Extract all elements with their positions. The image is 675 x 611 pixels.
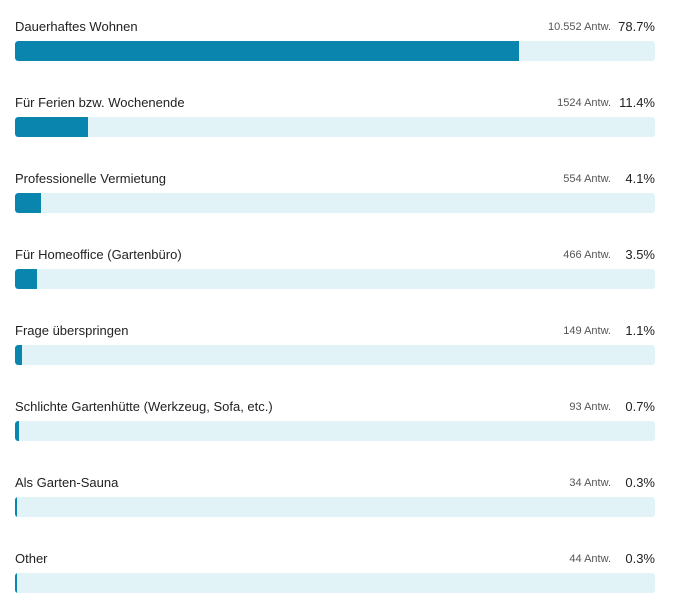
bar-fill bbox=[15, 193, 42, 213]
percent-label: 78.7% bbox=[618, 19, 655, 34]
percent-label: 0.7% bbox=[625, 399, 655, 414]
option-label: Professionelle Vermietung bbox=[15, 171, 167, 186]
percent-label: 3.5% bbox=[625, 247, 655, 262]
option-label: Für Ferien bzw. Wochenende bbox=[15, 95, 185, 110]
answer-count: 466 Antw. bbox=[563, 249, 611, 261]
bar-fill bbox=[15, 117, 88, 137]
option-label: Other bbox=[15, 551, 48, 566]
bar-track bbox=[15, 269, 655, 289]
answer-count: 93 Antw. bbox=[569, 401, 611, 413]
bar-track bbox=[15, 193, 655, 213]
bar-fill bbox=[15, 41, 519, 61]
result-row: Professionelle Vermietung 554 Antw. 4.1% bbox=[15, 162, 655, 222]
answer-count: 1524 Antw. bbox=[557, 97, 611, 109]
option-label: Frage überspringen bbox=[15, 323, 129, 338]
option-label: Als Garten-Sauna bbox=[15, 475, 119, 490]
percent-label: 1.1% bbox=[625, 323, 655, 338]
bar-track bbox=[15, 421, 655, 441]
result-row: Frage überspringen 149 Antw. 1.1% bbox=[15, 314, 655, 374]
result-row: Für Ferien bzw. Wochenende 1524 Antw. 11.4… bbox=[15, 86, 655, 146]
option-label: Schlichte Gartenhütte (Werkzeug, Sofa, e… bbox=[15, 399, 273, 414]
bar-track bbox=[15, 345, 655, 365]
answer-count: 44 Antw. bbox=[569, 553, 611, 565]
option-label: Für Homeoffice (Gartenbüro) bbox=[15, 247, 182, 262]
percent-label: 11.4% bbox=[619, 95, 655, 110]
bar-fill bbox=[15, 421, 20, 441]
result-row: Other 44 Antw. 0.3% bbox=[15, 542, 655, 602]
bar-fill bbox=[15, 497, 17, 517]
bar-track bbox=[15, 497, 655, 517]
answer-count: 554 Antw. bbox=[563, 173, 611, 185]
result-row: Für Homeoffice (Gartenbüro) 466 Antw. 3.5% bbox=[15, 238, 655, 298]
answer-count: 10.552 Antw. bbox=[548, 21, 611, 33]
percent-label: 4.1% bbox=[625, 171, 655, 186]
bar-fill bbox=[15, 573, 17, 593]
result-row: Schlichte Gartenhütte (Werkzeug, Sofa, e… bbox=[15, 390, 655, 450]
bar-track bbox=[15, 117, 655, 137]
bar-fill bbox=[15, 345, 23, 365]
answer-count: 34 Antw. bbox=[569, 477, 611, 489]
option-label: Dauerhaftes Wohnen bbox=[15, 19, 138, 34]
bar-fill bbox=[15, 269, 38, 289]
bar-track bbox=[15, 41, 655, 61]
percent-label: 0.3% bbox=[625, 551, 655, 566]
result-row: Dauerhaftes Wohnen 10.552 Antw. 78.7% bbox=[15, 10, 655, 70]
answer-count: 149 Antw. bbox=[563, 325, 611, 337]
bar-track bbox=[15, 573, 655, 593]
percent-label: 0.3% bbox=[625, 475, 655, 490]
result-row: Als Garten-Sauna 34 Antw. 0.3% bbox=[15, 466, 655, 526]
